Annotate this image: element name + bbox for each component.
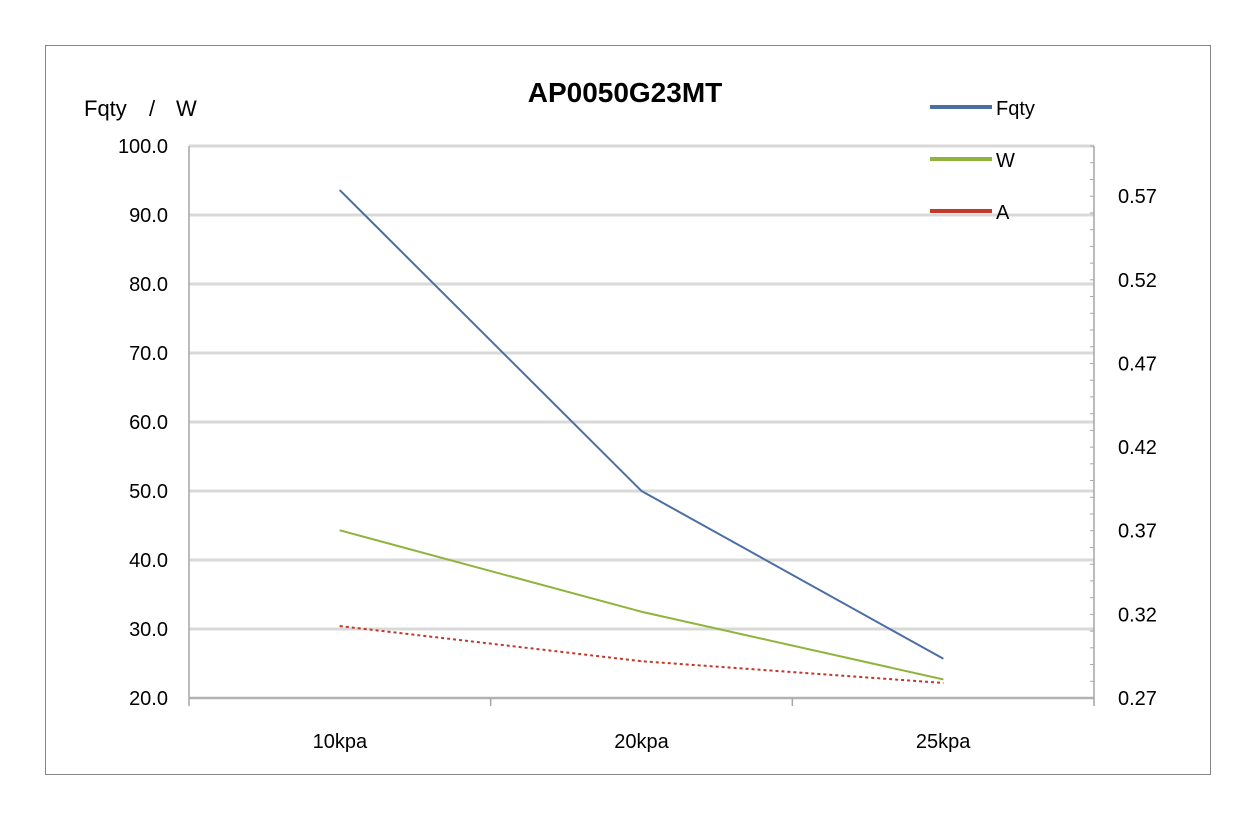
gridlines	[189, 144, 1094, 700]
data-point-fqty	[942, 658, 944, 660]
y-axis-title-part: /	[149, 96, 156, 121]
data-point-a	[339, 625, 341, 627]
data-point-w	[339, 529, 341, 531]
series-lines	[339, 189, 944, 684]
chart-frame	[45, 45, 1211, 775]
series-line-fqty	[339, 189, 944, 660]
y2-tick-label: 0.42	[1118, 437, 1157, 459]
y2-tick-label: 0.32	[1118, 604, 1157, 626]
y-tick-label: 70.0	[129, 343, 168, 365]
series-line-a	[339, 625, 944, 684]
y-tick-label: 90.0	[129, 205, 168, 227]
y-tick-label: 60.0	[129, 412, 168, 434]
x-tick-label: 20kpa	[614, 731, 669, 753]
data-point-fqty	[641, 490, 642, 492]
legend-label-fqty: Fqty	[996, 98, 1035, 120]
data-point-a	[641, 660, 642, 662]
legend: Fqty W A	[930, 98, 1035, 224]
axes	[188, 145, 1095, 706]
series-line-w	[339, 529, 944, 681]
x-tick-label: 25kpa	[916, 731, 971, 753]
data-point-fqty	[339, 189, 341, 191]
y-tick-label: 20.0	[129, 688, 168, 710]
y-tick-label: 40.0	[129, 550, 168, 572]
y-axis-ticks: 100.0 90.0 80.0 70.0 60.0 50.0 40.0 30.0 20.0	[118, 136, 168, 710]
y-tick-label: 30.0	[129, 619, 168, 641]
legend-label-w: W	[996, 150, 1015, 172]
x-tick-label: 10kpa	[313, 731, 368, 753]
y2-axis-ticks: 0.57 0.52 0.47 0.42 0.37 0.32 0.27	[1118, 186, 1157, 710]
chart-title: AP0050G23MT	[528, 77, 723, 108]
y-axis-title: Fqty / W	[84, 96, 197, 121]
data-point-w	[641, 611, 642, 613]
legend-label-a: A	[996, 202, 1010, 224]
y2-tick-label: 0.57	[1118, 186, 1157, 208]
y-axis-title-part: Fqty	[84, 96, 127, 121]
y-tick-label: 100.0	[118, 136, 168, 158]
y2-tick-label: 0.27	[1118, 688, 1157, 710]
y-tick-label: 80.0	[129, 274, 168, 296]
y-axis-title-part: W	[176, 96, 197, 121]
y-tick-label: 50.0	[129, 481, 168, 503]
y2-tick-label: 0.47	[1118, 353, 1157, 375]
y2-tick-label: 0.37	[1118, 521, 1157, 543]
data-point-w	[942, 678, 944, 680]
y2-tick-label: 0.52	[1118, 270, 1157, 292]
x-axis-ticks: 10kpa 20kpa 25kpa	[313, 731, 972, 753]
data-point-a	[942, 682, 944, 684]
